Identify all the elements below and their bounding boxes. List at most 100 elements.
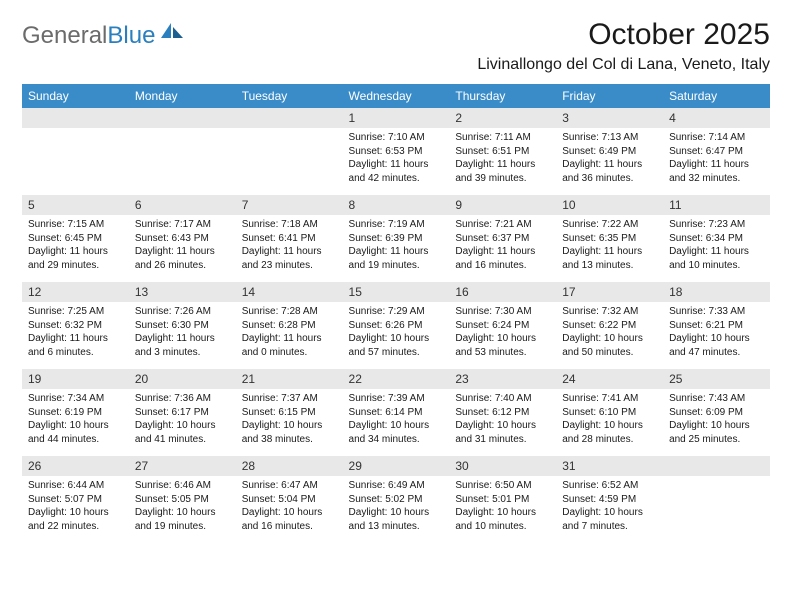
- cell-body: Sunrise: 7:28 AMSunset: 6:28 PMDaylight:…: [236, 302, 343, 369]
- cell-body: Sunrise: 7:11 AMSunset: 6:51 PMDaylight:…: [449, 128, 556, 195]
- sunrise-text: Sunrise: 7:22 AM: [562, 218, 657, 232]
- daylight-text: Daylight: 11 hours and 32 minutes.: [669, 158, 764, 185]
- day-header-row: Sunday Monday Tuesday Wednesday Thursday…: [22, 84, 770, 108]
- daylight-text: Daylight: 10 hours and 38 minutes.: [242, 419, 337, 446]
- daylight-text: Daylight: 10 hours and 19 minutes.: [135, 506, 230, 533]
- sunset-text: Sunset: 6:17 PM: [135, 406, 230, 420]
- daylight-text: Daylight: 10 hours and 41 minutes.: [135, 419, 230, 446]
- calendar-cell: 8Sunrise: 7:19 AMSunset: 6:39 PMDaylight…: [343, 195, 450, 282]
- daylight-text: Daylight: 10 hours and 34 minutes.: [349, 419, 444, 446]
- daylight-text: Daylight: 10 hours and 22 minutes.: [28, 506, 123, 533]
- day-number: 16: [449, 282, 556, 302]
- cell-body: Sunrise: 7:32 AMSunset: 6:22 PMDaylight:…: [556, 302, 663, 369]
- day-number: 31: [556, 456, 663, 476]
- day-header-sun: Sunday: [22, 84, 129, 108]
- day-number: [129, 108, 236, 128]
- day-number: 19: [22, 369, 129, 389]
- calendar-cell: [129, 108, 236, 195]
- day-header-wed: Wednesday: [343, 84, 450, 108]
- day-number: 25: [663, 369, 770, 389]
- cell-body: [236, 128, 343, 190]
- sunrise-text: Sunrise: 6:49 AM: [349, 479, 444, 493]
- calendar-cell: 6Sunrise: 7:17 AMSunset: 6:43 PMDaylight…: [129, 195, 236, 282]
- sunset-text: Sunset: 6:37 PM: [455, 232, 550, 246]
- sunrise-text: Sunrise: 7:39 AM: [349, 392, 444, 406]
- calendar-cell: 10Sunrise: 7:22 AMSunset: 6:35 PMDayligh…: [556, 195, 663, 282]
- sunrise-text: Sunrise: 6:44 AM: [28, 479, 123, 493]
- calendar-body: 1Sunrise: 7:10 AMSunset: 6:53 PMDaylight…: [22, 108, 770, 543]
- cell-body: Sunrise: 7:14 AMSunset: 6:47 PMDaylight:…: [663, 128, 770, 195]
- day-number: 15: [343, 282, 450, 302]
- cell-body: [129, 128, 236, 190]
- cell-body: [22, 128, 129, 190]
- daylight-text: Daylight: 11 hours and 6 minutes.: [28, 332, 123, 359]
- day-number: 28: [236, 456, 343, 476]
- daylight-text: Daylight: 11 hours and 23 minutes.: [242, 245, 337, 272]
- cell-body: Sunrise: 7:39 AMSunset: 6:14 PMDaylight:…: [343, 389, 450, 456]
- cell-body: Sunrise: 6:47 AMSunset: 5:04 PMDaylight:…: [236, 476, 343, 543]
- day-number: [22, 108, 129, 128]
- sunset-text: Sunset: 6:26 PM: [349, 319, 444, 333]
- sunrise-text: Sunrise: 7:17 AM: [135, 218, 230, 232]
- sunset-text: Sunset: 6:47 PM: [669, 145, 764, 159]
- calendar-row: 12Sunrise: 7:25 AMSunset: 6:32 PMDayligh…: [22, 282, 770, 369]
- calendar-cell: 22Sunrise: 7:39 AMSunset: 6:14 PMDayligh…: [343, 369, 450, 456]
- cell-body: Sunrise: 7:17 AMSunset: 6:43 PMDaylight:…: [129, 215, 236, 282]
- day-number: 23: [449, 369, 556, 389]
- calendar-cell: 15Sunrise: 7:29 AMSunset: 6:26 PMDayligh…: [343, 282, 450, 369]
- cell-body: [663, 476, 770, 538]
- cell-body: Sunrise: 6:52 AMSunset: 4:59 PMDaylight:…: [556, 476, 663, 543]
- cell-body: Sunrise: 7:29 AMSunset: 6:26 PMDaylight:…: [343, 302, 450, 369]
- daylight-text: Daylight: 10 hours and 10 minutes.: [455, 506, 550, 533]
- sunset-text: Sunset: 6:32 PM: [28, 319, 123, 333]
- calendar-cell: 13Sunrise: 7:26 AMSunset: 6:30 PMDayligh…: [129, 282, 236, 369]
- sunrise-text: Sunrise: 7:34 AM: [28, 392, 123, 406]
- cell-body: Sunrise: 7:36 AMSunset: 6:17 PMDaylight:…: [129, 389, 236, 456]
- sunset-text: Sunset: 5:02 PM: [349, 493, 444, 507]
- calendar-cell: 1Sunrise: 7:10 AMSunset: 6:53 PMDaylight…: [343, 108, 450, 195]
- sunset-text: Sunset: 6:12 PM: [455, 406, 550, 420]
- calendar-row: 1Sunrise: 7:10 AMSunset: 6:53 PMDaylight…: [22, 108, 770, 195]
- sunset-text: Sunset: 6:28 PM: [242, 319, 337, 333]
- day-number: [663, 456, 770, 476]
- sunset-text: Sunset: 6:34 PM: [669, 232, 764, 246]
- calendar-cell: 3Sunrise: 7:13 AMSunset: 6:49 PMDaylight…: [556, 108, 663, 195]
- calendar-cell: 7Sunrise: 7:18 AMSunset: 6:41 PMDaylight…: [236, 195, 343, 282]
- day-number: 14: [236, 282, 343, 302]
- calendar-cell: 11Sunrise: 7:23 AMSunset: 6:34 PMDayligh…: [663, 195, 770, 282]
- cell-body: Sunrise: 7:34 AMSunset: 6:19 PMDaylight:…: [22, 389, 129, 456]
- sunrise-text: Sunrise: 7:32 AM: [562, 305, 657, 319]
- calendar-row: 5Sunrise: 7:15 AMSunset: 6:45 PMDaylight…: [22, 195, 770, 282]
- daylight-text: Daylight: 11 hours and 26 minutes.: [135, 245, 230, 272]
- daylight-text: Daylight: 11 hours and 39 minutes.: [455, 158, 550, 185]
- day-header-tue: Tuesday: [236, 84, 343, 108]
- calendar-cell: [663, 456, 770, 543]
- cell-body: Sunrise: 7:25 AMSunset: 6:32 PMDaylight:…: [22, 302, 129, 369]
- sunset-text: Sunset: 6:30 PM: [135, 319, 230, 333]
- sunrise-text: Sunrise: 7:36 AM: [135, 392, 230, 406]
- day-number: 18: [663, 282, 770, 302]
- cell-body: Sunrise: 7:41 AMSunset: 6:10 PMDaylight:…: [556, 389, 663, 456]
- calendar-cell: 18Sunrise: 7:33 AMSunset: 6:21 PMDayligh…: [663, 282, 770, 369]
- sunset-text: Sunset: 6:19 PM: [28, 406, 123, 420]
- day-number: 11: [663, 195, 770, 215]
- day-number: 6: [129, 195, 236, 215]
- calendar-row: 26Sunrise: 6:44 AMSunset: 5:07 PMDayligh…: [22, 456, 770, 543]
- sunset-text: Sunset: 6:14 PM: [349, 406, 444, 420]
- calendar-cell: 9Sunrise: 7:21 AMSunset: 6:37 PMDaylight…: [449, 195, 556, 282]
- sunset-text: Sunset: 6:45 PM: [28, 232, 123, 246]
- sunrise-text: Sunrise: 7:30 AM: [455, 305, 550, 319]
- location: Livinallongo del Col di Lana, Veneto, It…: [477, 56, 770, 74]
- sunrise-text: Sunrise: 6:50 AM: [455, 479, 550, 493]
- calendar-cell: [236, 108, 343, 195]
- sunrise-text: Sunrise: 7:25 AM: [28, 305, 123, 319]
- sunrise-text: Sunrise: 7:15 AM: [28, 218, 123, 232]
- sunrise-text: Sunrise: 7:29 AM: [349, 305, 444, 319]
- sunset-text: Sunset: 6:24 PM: [455, 319, 550, 333]
- calendar-cell: 23Sunrise: 7:40 AMSunset: 6:12 PMDayligh…: [449, 369, 556, 456]
- calendar-cell: 2Sunrise: 7:11 AMSunset: 6:51 PMDaylight…: [449, 108, 556, 195]
- cell-body: Sunrise: 7:43 AMSunset: 6:09 PMDaylight:…: [663, 389, 770, 456]
- month-title: October 2025: [477, 18, 770, 52]
- calendar-cell: 28Sunrise: 6:47 AMSunset: 5:04 PMDayligh…: [236, 456, 343, 543]
- daylight-text: Daylight: 11 hours and 19 minutes.: [349, 245, 444, 272]
